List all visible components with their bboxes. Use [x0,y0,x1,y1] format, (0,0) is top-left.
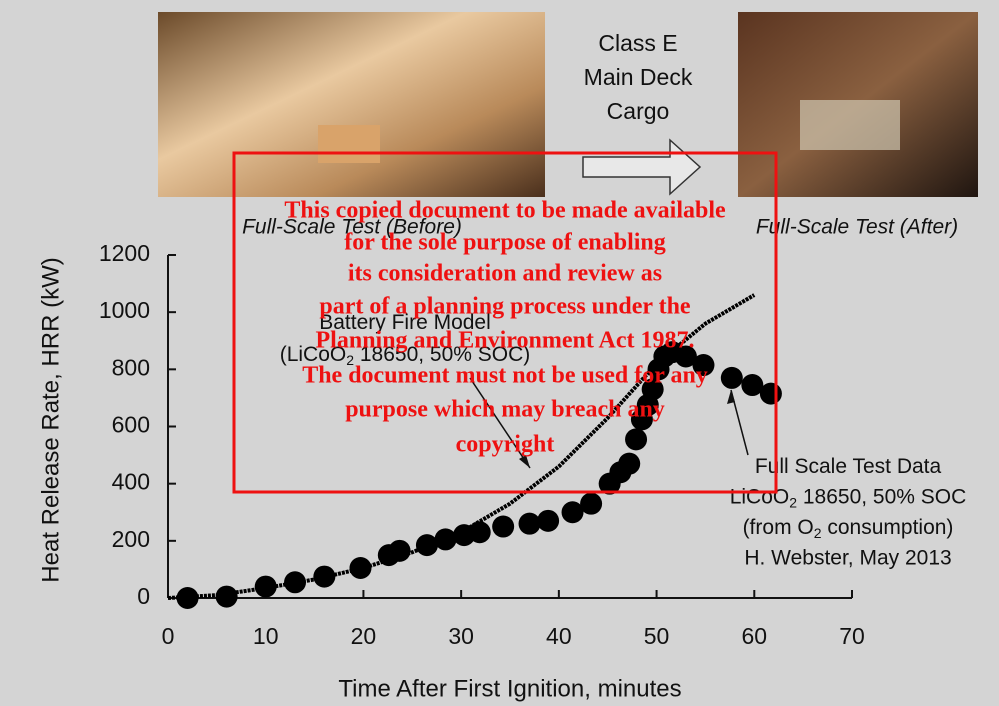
annotation-part: H. Webster, May 2013 [744,546,951,569]
x-tick-label: 40 [546,623,572,649]
watermark-text: This copied document to be made availabl… [284,198,726,224]
annotation: H. Webster, May 2013 [744,546,951,569]
annotation-part: 2 [789,494,797,510]
watermark-text: its consideration and review as [348,261,662,287]
test-marker [349,557,371,579]
test-marker [760,383,782,405]
watermark-text: copyright [456,432,555,458]
annotation-part: Full Scale Test Data [755,455,942,478]
caption: Full-Scale Test (After) [756,216,958,239]
photo-boxes [318,125,380,163]
watermark-text: purpose which may breach any [345,397,665,423]
header-text: Main Deck [584,64,693,90]
test-marker [389,540,411,562]
y-axis-title: Heat Release Rate, HRR (kW) [37,257,64,582]
header-text: Cargo [607,98,670,124]
annotation: Full Scale Test Data [755,455,942,478]
x-tick-label: 0 [162,623,175,649]
test-marker [721,367,743,389]
x-tick-label: 20 [351,623,377,649]
x-tick-label: 70 [839,623,865,649]
test-marker [216,586,238,608]
test-marker [313,566,335,588]
test-marker [177,587,199,609]
watermark-text: part of a planning process under the [319,294,691,320]
test-marker [435,528,457,550]
x-tick-label: 10 [253,623,279,649]
x-axis-title: Time After First Ignition, minutes [338,675,681,702]
x-tick-label: 30 [448,623,474,649]
test-marker [255,576,277,598]
test-marker [416,534,438,556]
annotation-part: LiCoO [730,485,790,508]
x-tick-label: 60 [741,623,767,649]
x-tick-label: 50 [644,623,670,649]
annotation-part: 2 [814,525,822,541]
test-marker [537,510,559,532]
photo-debris [800,100,900,150]
arrow-shape [583,140,700,194]
y-tick-label: 400 [112,469,150,495]
header-text: Class E [598,30,677,56]
annotation-part: (from O [743,516,814,539]
watermark-text: for the sole purpose of enabling [344,230,666,256]
test-marker [284,571,306,593]
y-tick-label: 800 [112,354,150,380]
y-tick-label: 200 [112,526,150,552]
annotation: LiCoO2 18650, 50% SOC [730,485,967,510]
annotation: (from O2 consumption) [743,516,954,541]
y-tick-label: 0 [137,583,150,609]
watermark-text: Planning and Environment Act 1987. [316,328,695,354]
annotation-part: 18650, 50% SOC [797,485,966,508]
test-marker [580,493,602,515]
annotation-arrowhead [727,390,735,404]
test-marker [625,428,647,450]
test-marker [492,516,514,538]
page: Class E Main Deck Cargo Full-Scale Test … [0,0,999,706]
test-marker [618,453,640,475]
test-marker [469,521,491,543]
photo-before [158,12,545,197]
watermark-text: The document must not be used for any [302,363,708,389]
test-marker [519,513,541,535]
y-tick-label: 600 [112,412,150,438]
y-tick-label: 1000 [99,297,150,323]
annotation-part: consumption) [822,516,954,539]
y-tick-label: 1200 [99,240,150,266]
